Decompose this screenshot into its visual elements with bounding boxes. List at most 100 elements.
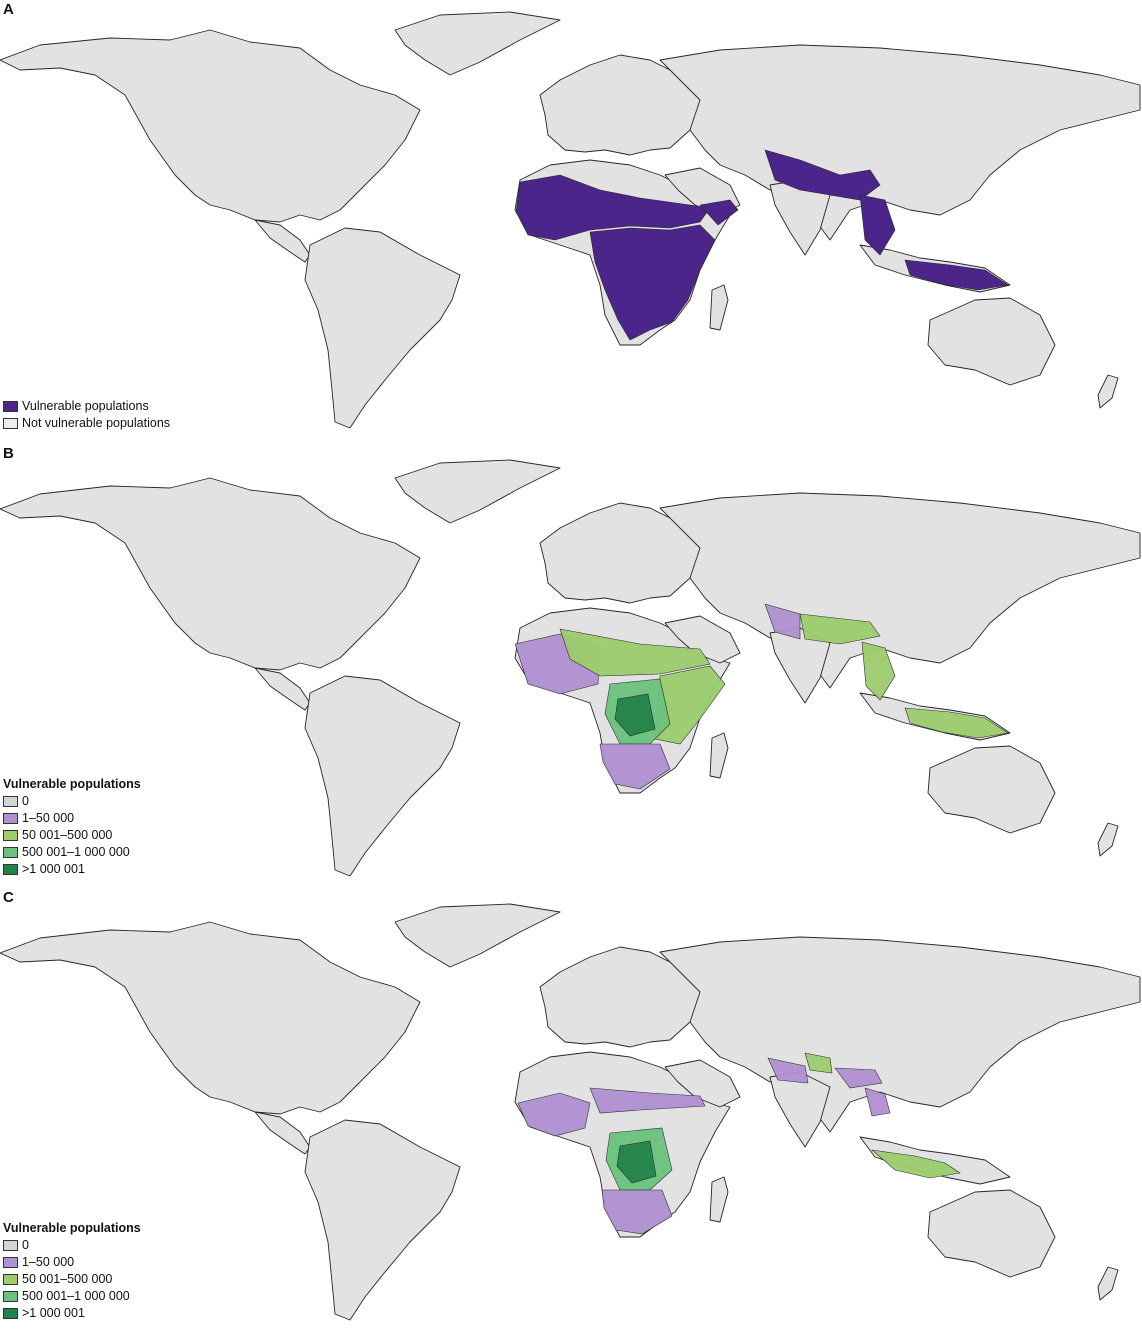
legend-item: 1–50 000 <box>3 810 141 827</box>
legend-label: 1–50 000 <box>22 1255 75 1269</box>
category-regions-b <box>514 603 1009 790</box>
legend-swatch <box>3 418 18 429</box>
australia <box>927 297 1056 386</box>
legend-swatch <box>3 1274 18 1285</box>
south-america <box>304 1119 461 1321</box>
south-asia-medium <box>799 613 881 645</box>
sahel-region <box>515 174 711 241</box>
world-map-a <box>0 11 1141 429</box>
drc-highest <box>616 1140 657 1184</box>
south-asia-low <box>767 1057 809 1084</box>
madagascar <box>709 732 729 779</box>
europe <box>539 946 706 1048</box>
central-america <box>254 667 311 711</box>
greenland <box>394 459 561 524</box>
australia <box>927 1189 1056 1278</box>
asia <box>659 936 1141 1133</box>
central-america <box>254 219 311 263</box>
legend-swatch <box>3 830 18 841</box>
south-asia-medium <box>804 1052 833 1074</box>
legend-item: 0 <box>3 793 141 810</box>
legend-label: >1 000 001 <box>22 862 85 876</box>
australia <box>927 745 1056 834</box>
south-asia-region <box>764 149 881 201</box>
world-map-b <box>0 459 1141 877</box>
southern-africa-low <box>601 1189 673 1235</box>
southern-africa-low <box>599 743 671 790</box>
panel-letter: B <box>3 445 14 462</box>
greenland <box>394 11 561 76</box>
asia <box>659 492 1141 689</box>
category-regions-c <box>517 1052 961 1235</box>
panel-c: C Vulnerable populations 0 1–50 000 50 0… <box>0 888 1142 1332</box>
europe <box>539 54 706 156</box>
new-zealand <box>1097 1266 1119 1301</box>
vulnerable-regions-a <box>515 149 1009 341</box>
madagascar <box>709 1176 729 1223</box>
southeast-asia-region <box>859 194 896 256</box>
madagascar <box>709 284 729 331</box>
north-america <box>0 477 421 671</box>
legend-item: >1 000 001 <box>3 861 141 878</box>
southeast-asia-medium <box>861 641 896 701</box>
legend-label: 500 001–1 000 000 <box>22 845 130 859</box>
legend-label: 0 <box>22 1238 29 1252</box>
legend-item: 50 001–500 000 <box>3 827 141 844</box>
panel-letter: C <box>3 889 14 906</box>
legend-label: 500 001–1 000 000 <box>22 1289 130 1303</box>
indonesia-medium <box>871 1149 961 1179</box>
north-america <box>0 29 421 223</box>
indonesia-png-region <box>904 259 1009 291</box>
legend-label: Vulnerable populations <box>22 399 149 413</box>
legend-label: >1 000 001 <box>22 1306 85 1320</box>
arabia <box>664 615 741 664</box>
legend-swatch <box>3 1257 18 1268</box>
legend-swatch <box>3 1240 18 1251</box>
legend-title: Vulnerable populations <box>3 777 141 791</box>
legend-item-vulnerable: Vulnerable populations <box>3 398 170 415</box>
panel-b: B Vulnerable populations 0 1–50 000 50 0… <box>0 444 1142 888</box>
north-america <box>0 921 421 1115</box>
legend-item: 500 001–1 000 000 <box>3 844 141 861</box>
legend-item: 1–50 000 <box>3 1254 141 1271</box>
drc-highest <box>614 693 656 737</box>
europe <box>539 502 706 604</box>
arabia <box>664 1059 741 1108</box>
south-asia-east-low <box>834 1067 883 1089</box>
south-america <box>304 675 461 877</box>
legend-c: Vulnerable populations 0 1–50 000 50 001… <box>3 1220 141 1322</box>
legend-label: Not vulnerable populations <box>22 416 171 430</box>
legend-swatch <box>3 847 18 858</box>
legend-label: 0 <box>22 794 29 808</box>
legend-label: 1–50 000 <box>22 811 75 825</box>
legend-swatch <box>3 796 18 807</box>
legend-label: 50 001–500 000 <box>22 1272 113 1286</box>
legend-swatch <box>3 401 18 412</box>
panel-a: A Vulnerable populations Not vulnerable … <box>0 0 1142 440</box>
legend-swatch <box>3 1308 18 1319</box>
legend-swatch <box>3 813 18 824</box>
greenland <box>394 903 561 968</box>
legend-a: Vulnerable populations Not vulnerable po… <box>3 398 170 432</box>
legend-swatch <box>3 864 18 875</box>
sahel-low <box>589 1087 706 1114</box>
southeast-asia-low <box>864 1087 891 1117</box>
world-map-c <box>0 888 1141 1321</box>
legend-swatch <box>3 1291 18 1302</box>
west-africa-low <box>517 1092 591 1137</box>
legend-item: 50 001–500 000 <box>3 1271 141 1288</box>
sahel-medium <box>559 628 711 677</box>
legend-b: Vulnerable populations 0 1–50 000 50 001… <box>3 776 141 878</box>
legend-item: 500 001–1 000 000 <box>3 1288 141 1305</box>
land-a <box>0 11 1141 429</box>
new-zealand <box>1097 374 1119 409</box>
central-east-africa-region <box>589 224 716 341</box>
india <box>769 1071 831 1148</box>
central-america <box>254 1111 311 1155</box>
south-america <box>304 227 461 429</box>
south-asia-mixed <box>764 603 801 640</box>
panel-letter: A <box>3 1 14 18</box>
legend-item-not-vulnerable: Not vulnerable populations <box>3 415 170 432</box>
indonesia-medium <box>904 707 1009 739</box>
legend-title: Vulnerable populations <box>3 1221 141 1235</box>
